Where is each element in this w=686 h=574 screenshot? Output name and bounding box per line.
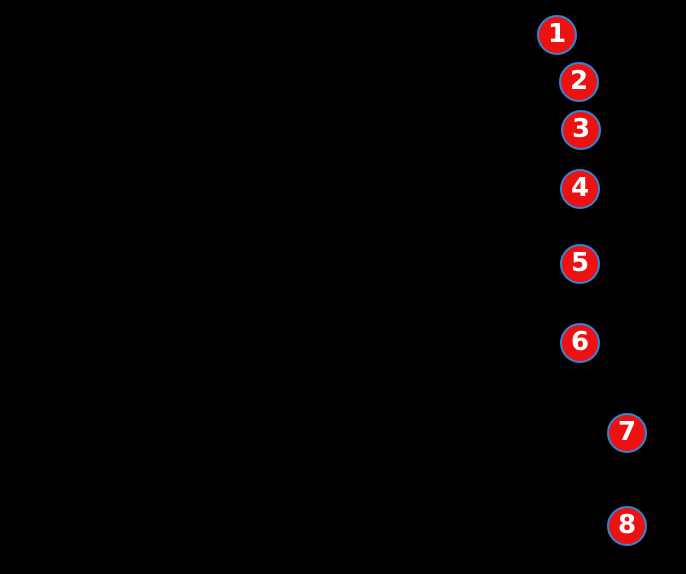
annotation-marker-4[interactable]: 4 — [560, 169, 600, 209]
annotation-marker-8[interactable]: 8 — [607, 506, 647, 546]
marker-number-label: 2 — [569, 66, 589, 96]
annotation-marker-1[interactable]: 1 — [537, 15, 577, 55]
marker-number-label: 4 — [570, 173, 590, 203]
annotation-marker-6[interactable]: 6 — [560, 323, 600, 363]
marker-number-label: 8 — [617, 510, 637, 540]
marker-number-label: 1 — [547, 19, 567, 49]
marker-number-label: 3 — [571, 114, 591, 144]
annotation-marker-5[interactable]: 5 — [560, 244, 600, 284]
annotation-marker-3[interactable]: 3 — [561, 110, 601, 150]
annotation-marker-7[interactable]: 7 — [607, 413, 647, 453]
marker-number-label: 6 — [570, 327, 590, 357]
annotation-marker-2[interactable]: 2 — [559, 62, 599, 102]
marker-number-label: 5 — [570, 248, 590, 278]
marker-number-label: 7 — [617, 417, 637, 447]
